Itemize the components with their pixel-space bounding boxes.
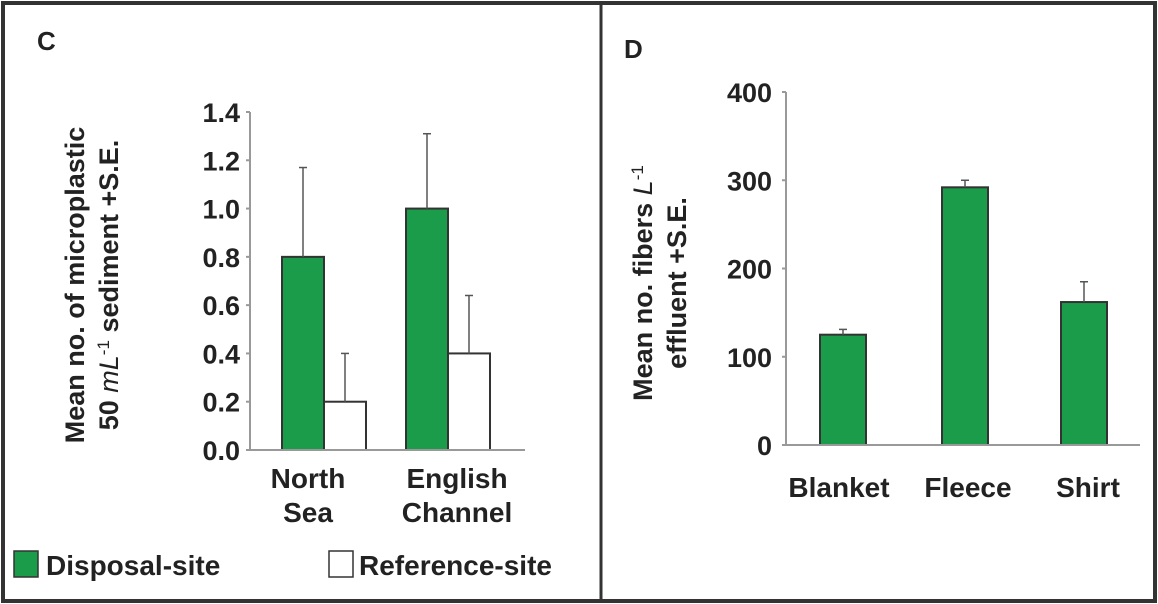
bar-disposal [405,207,449,451]
panel-c-category-label: Sea [283,497,333,528]
panel-c-category-label: English [406,463,507,494]
panel-c-ytick-label: 0.4 [202,339,240,369]
panel-c-ytick-label: 1.0 [202,195,240,225]
panel-c-category-label: North [271,463,346,494]
panel-d-letter: D [624,34,643,64]
legend-swatch-disposal [13,550,39,578]
legend-label-disposal: Disposal-site [46,550,220,581]
panel-d-ytick-label: 300 [727,166,772,196]
panel-d-ylabel: Mean no. fibers L-1 effluent +S.E. [628,165,693,401]
panel-c-category-label: Channel [402,497,512,528]
bar [819,333,867,446]
legend-swatch-reference [328,550,354,578]
panel-d-ylabel-line2: effluent +S.E. [662,197,692,369]
bar-reference [323,400,367,452]
panel-d-ytick-label: 100 [727,343,772,373]
panel-d-category-label: Fleece [924,472,1011,503]
panel-c-ylabel-line1: Mean no. of microplastic [60,127,90,444]
bar-disposal [281,255,325,451]
panel-c-letter: C [37,26,56,56]
legend: Disposal-site Reference-site [13,550,552,581]
panel-c-ylabel: Mean no. of microplastic 50 mL-1 sedimen… [60,127,124,444]
bar [1060,301,1108,446]
panel-c: C Mean no. of microplastic 50 mL-1 sedim… [13,26,552,581]
legend-label-reference: Reference-site [359,550,552,581]
panel-c-ytick-label: 0.6 [202,291,240,321]
panel-c-ytick-label: 1.2 [202,146,240,176]
bar-reference [447,352,491,451]
panel-d-category-label: Shirt [1056,472,1120,503]
bar [941,186,989,446]
panel-d-ytick-label: 0 [757,431,772,461]
panel-c-ytick-label: 0.0 [202,436,240,466]
panel-c-ytick-label: 0.2 [202,388,240,418]
panel-c-ytick-label: 0.8 [202,243,240,273]
panel-d-ylabel-line1: Mean no. fibers L-1 [628,165,659,401]
panel-d: D Mean no. fibers L-1 effluent +S.E. 0 10… [624,34,1140,503]
panel-d-category-label: Blanket [788,472,889,503]
panel-c-ylabel-line2: 50 mL-1 sediment +S.E. [94,140,125,431]
panel-d-ytick-label: 200 [727,255,772,285]
panel-d-ytick-label: 400 [727,78,772,108]
panel-c-ytick-label: 1.4 [202,98,240,128]
